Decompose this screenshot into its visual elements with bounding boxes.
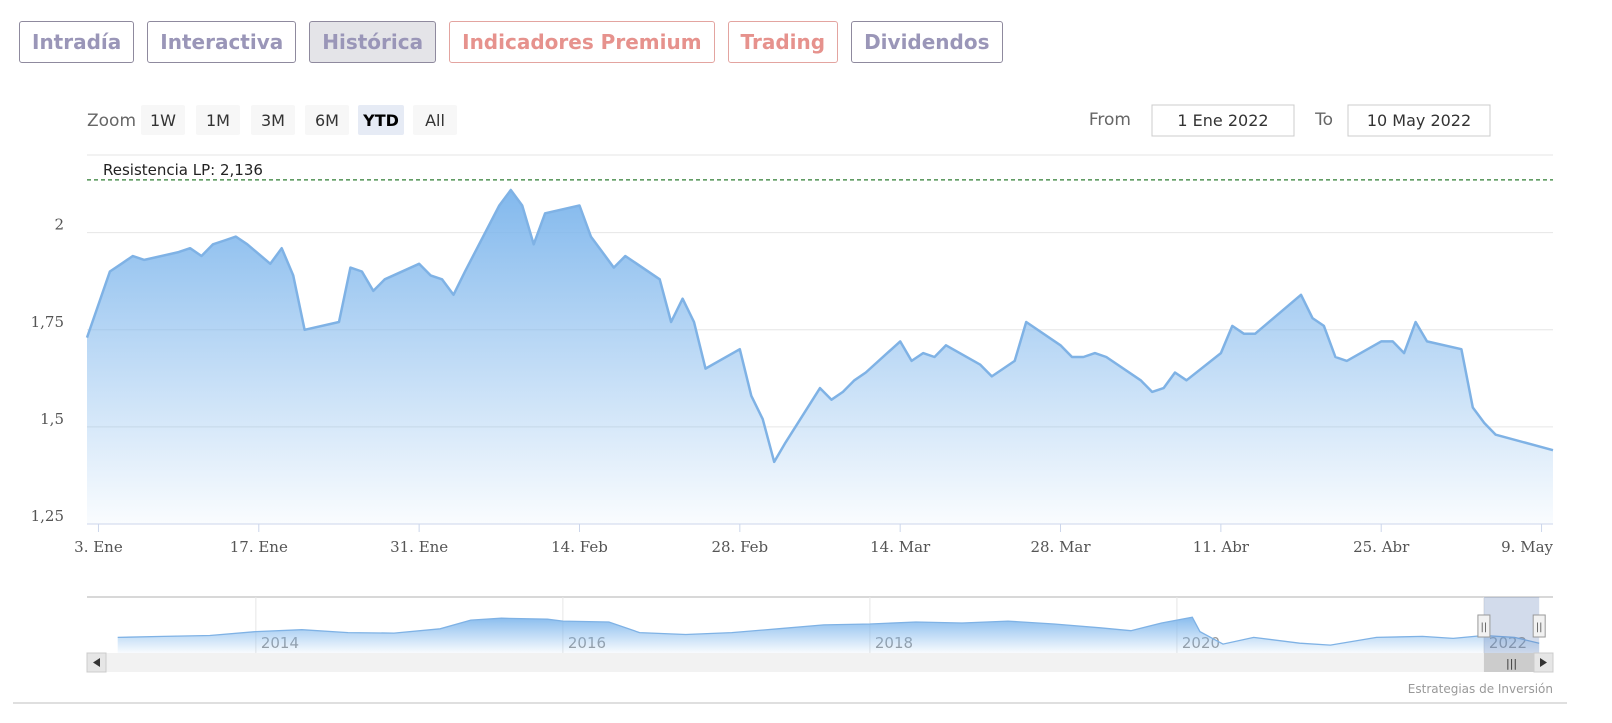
zoom-button-label: All xyxy=(425,111,445,130)
historical-price-chart: Zoom 1W 1M 3M 6M YTD All From 1 Ene 2022 To 1… xyxy=(13,104,1567,704)
tab-dividendos[interactable]: Dividendos xyxy=(851,21,1003,63)
credits[interactable]: Estrategias de Inversión xyxy=(1408,682,1553,696)
chart-type-tabs: Intradía Interactiva Histórica Indicadores … xyxy=(19,21,1003,63)
navigator-right-handle[interactable]: || xyxy=(1532,614,1546,638)
zoom-1m-button[interactable]: 1M xyxy=(196,105,240,135)
from-date-value: 1 Ene 2022 xyxy=(1177,111,1268,130)
x-tick-label: 14. Mar xyxy=(870,538,931,556)
x-tick-label: 9. May xyxy=(1501,538,1553,556)
x-tick-label: 11. Abr xyxy=(1193,538,1250,556)
handle-body xyxy=(1477,614,1491,638)
x-tick-label: 3. Ene xyxy=(74,538,123,556)
to-date-value: 10 May 2022 xyxy=(1367,111,1471,130)
to-label: To xyxy=(1314,110,1333,130)
zoom-3m-button[interactable]: 3M xyxy=(251,105,295,135)
zoom-all-button[interactable]: All xyxy=(413,105,457,135)
y-tick-label: 1,5 xyxy=(40,410,64,428)
tab-interactiva[interactable]: Interactiva xyxy=(147,21,297,63)
x-tick-label: 14. Feb xyxy=(551,538,608,556)
tab-indicadores-premium[interactable]: Indicadores Premium xyxy=(449,21,715,63)
handle-body xyxy=(1532,614,1546,638)
x-tick-label: 28. Feb xyxy=(711,538,768,556)
tab-trading[interactable]: Trading xyxy=(727,21,839,63)
zoom-button-label: 1M xyxy=(206,111,230,130)
price-area-fill xyxy=(87,190,1553,524)
scrollbar-track xyxy=(87,653,1553,672)
from-label: From xyxy=(1089,110,1131,130)
from-date-input[interactable]: 1 Ene 2022 xyxy=(1151,104,1295,137)
tab-histórica[interactable]: Histórica xyxy=(309,21,437,63)
navigator-selected-range[interactable] xyxy=(1483,597,1540,653)
x-tick-label: 25. Abr xyxy=(1353,538,1410,556)
zoom-6m-button[interactable]: 6M xyxy=(305,105,349,135)
to-date-input[interactable]: 10 May 2022 xyxy=(1347,104,1491,137)
price-points xyxy=(86,189,1554,462)
zoom-button-label: 1W xyxy=(150,111,176,130)
y-tick-label: 2 xyxy=(54,216,64,234)
y-tick-label: 1,75 xyxy=(31,313,64,331)
zoom-buttons: 1W 1M 3M 6M YTD All xyxy=(141,105,457,135)
zoom-button-label: 6M xyxy=(315,111,339,130)
scrollbar-thumb[interactable] xyxy=(1483,653,1540,672)
resistance-label: Resistencia LP: 2,136 xyxy=(103,161,263,179)
handle-grip-icon: || xyxy=(1536,622,1543,633)
x-tick-label: 31. Ene xyxy=(390,538,448,556)
navigator-area xyxy=(117,617,1540,653)
zoom-button-label: 3M xyxy=(261,111,285,130)
y-axis-labels: 1,25 1,5 1,75 2 xyxy=(31,216,64,525)
scroll-left-arrow-icon xyxy=(93,658,100,667)
price-series-line[interactable] xyxy=(85,188,1554,464)
zoom-1w-button[interactable]: 1W xyxy=(141,105,185,135)
x-tick-label: 17. Ene xyxy=(230,538,288,556)
handle-grip-icon: || xyxy=(1481,622,1488,633)
navigator[interactable]: 20142016201820202022 || || xyxy=(87,596,1553,653)
x-tick-label: 28. Mar xyxy=(1030,538,1091,556)
navigator-line xyxy=(117,616,1540,646)
y-tick-label: 1,25 xyxy=(31,507,64,525)
tab-intradía[interactable]: Intradía xyxy=(19,21,135,63)
navigator-scrollbar[interactable]: ||| xyxy=(86,652,1554,673)
scrollbar-grip-icon: ||| xyxy=(1506,657,1517,670)
x-axis-ticks: 3. Ene 17. Ene 31. Ene 14. Feb 28. Feb 14. Ma… xyxy=(74,524,1554,556)
scroll-right-arrow-icon xyxy=(1540,658,1547,667)
zoom-label: Zoom xyxy=(87,111,136,131)
navigator-left-handle[interactable]: || xyxy=(1477,614,1491,638)
zoom-ytd-button[interactable]: YTD xyxy=(358,105,404,135)
zoom-button-label: YTD xyxy=(362,111,399,130)
